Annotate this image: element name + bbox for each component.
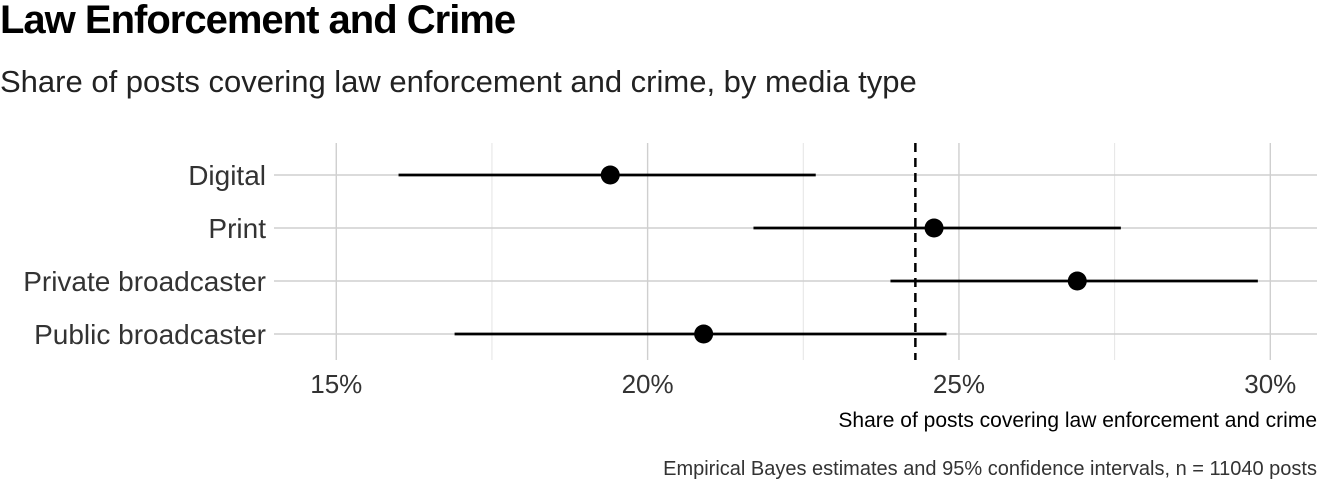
y-tick-labels: Digital Print Private broadcaster Public br… xyxy=(23,160,266,350)
estimate-point xyxy=(600,165,620,185)
x-tick-label: 30% xyxy=(1244,369,1296,399)
estimate-point xyxy=(924,218,944,238)
category-label: Digital xyxy=(188,160,266,191)
chart-title: Law Enforcement and Crime xyxy=(0,0,516,42)
estimate-point xyxy=(1067,271,1087,291)
category-label: Private broadcaster xyxy=(23,266,266,297)
estimate-point xyxy=(694,324,714,344)
x-axis-title: Share of posts covering law enforcement … xyxy=(838,409,1317,432)
estimate-points xyxy=(600,165,1087,344)
chart-caption: Empirical Bayes estimates and 95% confid… xyxy=(663,458,1317,480)
x-tick-label: 25% xyxy=(933,369,985,399)
chart-subtitle: Share of posts covering law enforcement … xyxy=(0,64,917,99)
category-label: Public broadcaster xyxy=(34,319,266,350)
confidence-intervals xyxy=(398,173,1258,336)
x-tick-label: 15% xyxy=(310,369,362,399)
x-tick-labels: 15% 20% 25% 30% xyxy=(310,369,1296,399)
category-label: Print xyxy=(208,213,266,244)
x-tick-label: 20% xyxy=(622,369,674,399)
